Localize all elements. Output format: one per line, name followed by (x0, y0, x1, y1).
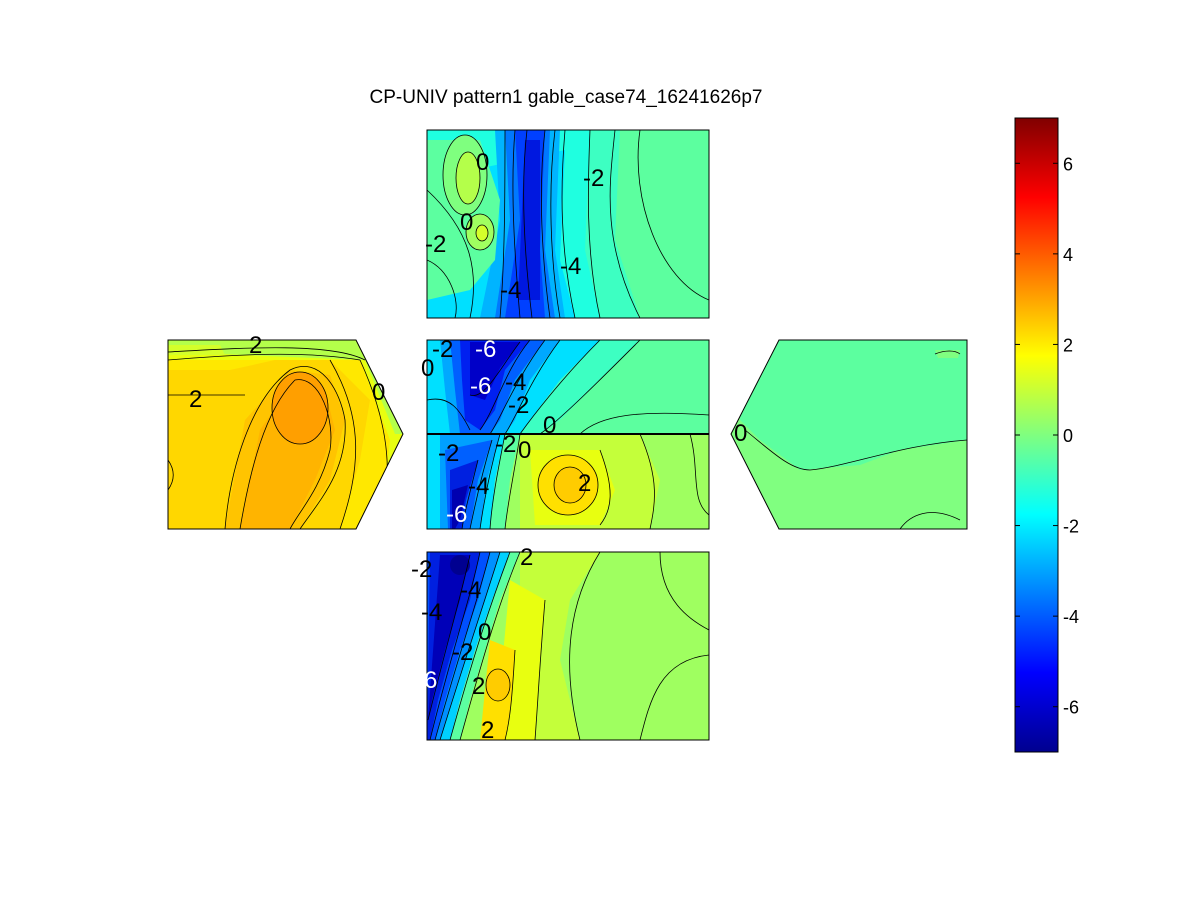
contour-label: -2 (425, 231, 446, 258)
contour-label: -2 (495, 431, 516, 458)
colorbar-tick-label: -6 (1063, 698, 1079, 718)
colorbar-tick-label: 4 (1063, 245, 1073, 265)
contour-label: 0 (460, 209, 473, 236)
contour-label: 0 (421, 355, 434, 382)
right-gable-contour-labels: 0 (734, 420, 747, 447)
contour-label: -6 (470, 373, 491, 400)
contour-label: -6 (446, 501, 467, 528)
panel-roof (427, 340, 709, 529)
left-gable-contour-labels: 2 2 0 (189, 332, 385, 413)
contour-label: 2 (189, 386, 202, 413)
panel-top-face (427, 130, 709, 318)
colorbar: -6 -4 -2 0 2 4 6 (1014, 117, 1079, 753)
contour-label: -4 (421, 599, 442, 626)
contour-label: -2 (438, 440, 459, 467)
contour-label: 0 (543, 412, 556, 439)
contour-label: -2 (432, 336, 453, 363)
contour-label: -2 (508, 392, 529, 419)
colorbar-tick-label: -2 (1063, 517, 1079, 537)
contour-label: -4 (460, 577, 481, 604)
bottom-face-contour-labels: 2 -2 -4 -4 0 -2 2 -6 2 (411, 544, 533, 744)
colorbar-ticks: -6 -4 -2 0 2 4 6 (1015, 154, 1079, 718)
roof-lower-contour-labels: -2 -2 0 -4 2 -6 (438, 431, 591, 528)
contour-label: -2 (452, 639, 473, 666)
contour-label: -6 (475, 336, 496, 363)
colorbar-gradient (1014, 117, 1059, 753)
contour-label: 2 (578, 470, 591, 497)
contour-label: 0 (476, 149, 489, 176)
contour-label: 0 (372, 379, 385, 406)
contour-label: 2 (481, 717, 494, 744)
colorbar-tick-label: 0 (1063, 426, 1073, 446)
top-face-contour-labels: 0 -2 0 -2 -4 -4 (425, 149, 604, 304)
contour-label: -4 (505, 369, 526, 396)
chart-title: CP-UNIV pattern1 gable_case74_16241626p7 (370, 87, 763, 108)
colorbar-tick-label: -4 (1063, 607, 1079, 627)
contour-label: 2 (472, 673, 485, 700)
panel-left-gable (168, 340, 403, 529)
contour-label: 2 (249, 332, 262, 359)
panel-right-gable (731, 340, 967, 529)
contour-label: -4 (468, 473, 489, 500)
contour-label: 0 (478, 619, 491, 646)
contour-label: -4 (500, 277, 521, 304)
contour-label: 0 (734, 420, 747, 447)
contour-label: 2 (520, 544, 533, 571)
contour-label: -6 (416, 667, 437, 694)
contour-label: -4 (560, 253, 581, 280)
colorbar-tick-label: 6 (1063, 154, 1073, 174)
contour-label: -2 (411, 556, 432, 583)
colorbar-tick-label: 2 (1063, 335, 1073, 355)
contour-label: 0 (518, 437, 531, 464)
panel-bottom-face (427, 552, 709, 740)
contour-label: -2 (583, 165, 604, 192)
roof-upper-contour-labels: -2 -6 0 -6 -4 -2 0 (421, 336, 556, 439)
